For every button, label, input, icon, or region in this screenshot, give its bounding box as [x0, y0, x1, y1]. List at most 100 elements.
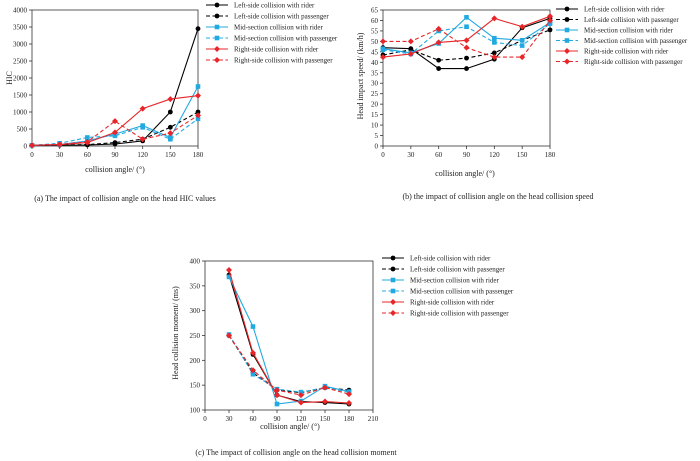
chart-c-data-point [226, 274, 232, 280]
chart-a-series-line [31, 28, 199, 146]
chart-b-data-point [519, 43, 525, 48]
chart-a-xtick-label: 60 [84, 151, 92, 159]
chart-b-ytick-label: 35 [371, 69, 379, 77]
chart-b-xtick-label: 150 [517, 151, 528, 159]
chart-a-data-point [112, 140, 118, 146]
chart-b-legend-item: Left-side collision with passenger [556, 16, 679, 24]
chart-a-series-3 [29, 84, 201, 148]
chart-a-data-point [167, 109, 173, 115]
chart-a-ytick-label: 500 [17, 126, 28, 134]
chart-a-data-point [139, 136, 146, 143]
chart-b-xtick-label: 60 [435, 151, 443, 159]
chart-c-legend-marker [390, 255, 396, 261]
chart-c-ytick-label: 250 [190, 332, 201, 340]
chart-b-data-point [519, 54, 526, 61]
chart-a-data-point [167, 96, 174, 103]
chart-b-ytick-label: 65 [371, 7, 379, 15]
chart-a-legend-label: Mid-section collision with rider [234, 24, 324, 32]
chart-c-xtick-label: 60 [250, 415, 258, 423]
chart-b-legend-label: Right-side collision with passenger [584, 58, 683, 66]
chart-b-ytick-label: 25 [371, 90, 379, 98]
chart-c-legend-label: Left-side collision with rider [410, 255, 491, 263]
chart-c-legend-marker [390, 310, 396, 316]
chart-a-legend-label: Right-side collision with rider [234, 46, 319, 54]
chart-a-xtick-label: 120 [137, 151, 148, 159]
chart-c-data-point [274, 401, 280, 407]
chart-a-legend-marker [214, 57, 220, 63]
chart-b-data-point [492, 40, 497, 45]
chart-b-data-point [491, 50, 497, 56]
chart-c-xtick-label: 90 [274, 415, 282, 423]
chart-a-data-point [139, 105, 146, 112]
chart-b-legend-item: Mid-section collision with passenger [556, 37, 688, 45]
chart-b-series-6 [380, 17, 553, 61]
chart-c-legend-marker [390, 299, 396, 305]
chart-b-legend-marker [564, 6, 570, 12]
chart-a-data-point [85, 135, 90, 140]
chart-c-data-point [250, 349, 256, 356]
chart-c-xtick-label: 180 [344, 415, 355, 423]
chart-b-ytick-label: 60 [371, 17, 379, 25]
chart-a-legend: Left-side collision with rider Left-side … [206, 2, 338, 65]
chart-a-legend-marker [214, 24, 220, 30]
chart-c-xtick-label: 30 [226, 415, 234, 423]
chart-b-xtick-label: 90 [463, 151, 471, 159]
chart-a-data-point [167, 124, 173, 130]
chart-b-data-point [491, 54, 498, 61]
chart-c-data-point [346, 391, 352, 398]
chart-c-legend-item: Right-side collision with rider [382, 299, 495, 307]
chart-b-data-point [547, 13, 553, 20]
chart-a-xtick-label: 150 [165, 151, 176, 159]
chart-a-data-point [195, 112, 201, 119]
chart-c-legend-label: Mid-section collision with rider [410, 277, 500, 285]
chart-a-legend-item: Mid-section collision with rider [206, 24, 324, 32]
chart-b-xlabel: collision angle/ (°) [435, 169, 495, 178]
chart-a-data-point [167, 130, 174, 137]
chart-b-legend-label: Mid-section collision with passenger [584, 37, 688, 45]
chart-b-data-point [519, 38, 525, 43]
chart-c-legend-item: Mid-section collision with rider [382, 277, 500, 285]
chart-c-ytick-label: 150 [190, 382, 201, 390]
chart-a-ytick-label: 3000 [13, 41, 28, 49]
chart-c-caption: (c) The impact of collision angle on the… [195, 448, 397, 457]
chart-c-xtick-label: 210 [368, 415, 379, 423]
chart-a-data-point [195, 92, 201, 99]
chart-b-data-point [547, 21, 553, 26]
chart-b-legend-item: Right-side collision with passenger [556, 58, 683, 66]
chart-a-data-point [112, 133, 118, 139]
chart-b-data-point [463, 44, 470, 51]
chart-b-ytick-label: 30 [371, 80, 379, 88]
chart-c-series-line [228, 274, 350, 405]
chart-b-data-point [436, 57, 442, 63]
chart-b-data-point [407, 50, 414, 57]
chart-a-legend-marker [214, 35, 220, 41]
chart-b-data-point [436, 66, 442, 71]
chart-c-legend-marker [390, 277, 396, 283]
chart-a-xlabel: collision angle/ (°) [85, 165, 145, 174]
chart-a-legend-item: Right-side collision with passenger [206, 57, 333, 65]
chart-c-series-line [228, 334, 350, 393]
chart-a-legend-marker [214, 13, 220, 19]
chart-b-ylabel: Head impact speed/ (km/h) [356, 32, 365, 119]
chart-b-legend-item: Left-side collision with rider [556, 6, 665, 14]
chart-a-xtick-label: 30 [56, 151, 64, 159]
chart-c-series-2 [226, 333, 352, 396]
chart-b-ytick-label: 40 [371, 59, 379, 67]
chart-c-xlabel: collision angle/ (°) [260, 422, 320, 431]
chart-b-data-point [519, 23, 526, 30]
chart-a-legend-marker [214, 2, 220, 8]
chart-b-legend-marker [564, 58, 570, 65]
chart-a-caption: (a) The impact of collision angle on the… [34, 194, 216, 203]
chart-c-series-4 [226, 332, 352, 395]
chart-b-data-point [547, 27, 553, 33]
chart-c-data-point [298, 392, 304, 399]
chart-b-ytick-label: 0 [375, 143, 379, 151]
chart-b-series-line [382, 15, 551, 58]
chart-c-legend-item: Right-side collision with passenger [382, 310, 509, 318]
chart-a-ytick-label: 4000 [13, 7, 28, 15]
chart-b-data-point [464, 55, 469, 61]
chart-c-data-point [274, 392, 280, 399]
chart-c-legend-label: Right-side collision with rider [410, 299, 495, 307]
chart-c-xtick-label: 120 [296, 415, 307, 423]
